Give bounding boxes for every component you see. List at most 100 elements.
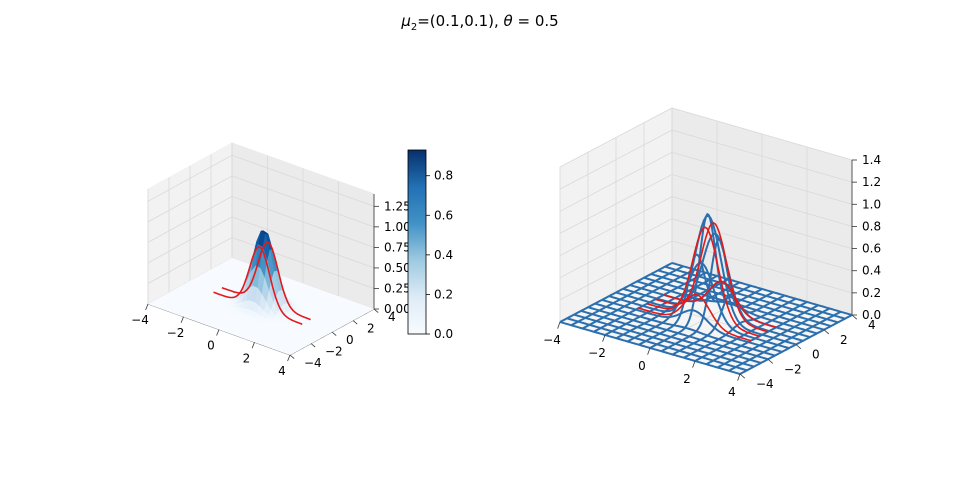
- x-tick-label: 4: [728, 385, 736, 399]
- x-tick-label: −2: [588, 346, 606, 360]
- y-tick-mark: [310, 343, 316, 348]
- overlay-curve: [638, 293, 752, 342]
- colorbar: 0.0 0.2 0.4 0.6 0.8: [407, 149, 453, 341]
- x-tick-mark: [557, 321, 561, 329]
- y-tick-mark: [823, 329, 830, 335]
- z-tick-label: 0.25: [384, 281, 411, 295]
- grid-line: [559, 107, 853, 168]
- x-tick-label: 2: [683, 372, 691, 386]
- colorbar-bar: [407, 149, 427, 335]
- surface-cell: [285, 351, 294, 356]
- x-tick-label: 0: [638, 359, 646, 373]
- y-tick-mark: [331, 331, 337, 336]
- y-tick-mark: [373, 308, 379, 313]
- grid-line: [559, 240, 853, 301]
- grid-line: [147, 175, 375, 228]
- y-tick-mark: [767, 358, 774, 364]
- grid-line: [559, 151, 853, 212]
- y-tick-label: 2: [840, 333, 848, 347]
- colorbar-tick-label: 0.2: [434, 287, 453, 301]
- wire-line: [660, 237, 774, 353]
- wire-line: [664, 265, 846, 320]
- title-theta: θ: [504, 12, 513, 30]
- grid-line: [559, 173, 853, 234]
- z-tick-label: 0.8: [862, 219, 881, 233]
- z-tick-label: 0.6: [862, 242, 881, 256]
- z-tick-label: 1.00: [384, 220, 411, 234]
- grid-line: [559, 129, 853, 190]
- x-tick-mark: [216, 329, 220, 336]
- x-tick-mark: [737, 373, 741, 381]
- overlay-curve: [663, 280, 777, 329]
- wire-line: [615, 214, 797, 346]
- overlay-curve: [655, 221, 769, 333]
- y-tick-mark: [851, 314, 858, 320]
- x-tick-mark: [145, 303, 149, 311]
- colorbar-tick-label: 0.6: [434, 208, 453, 222]
- grid-line: [147, 154, 375, 207]
- x-tick-label: 4: [278, 364, 286, 378]
- y-tick-label: 4: [388, 310, 396, 324]
- z-tick-label: 0.00: [384, 302, 411, 316]
- x-tick-mark: [180, 316, 184, 323]
- x-tick-label: −2: [167, 326, 185, 340]
- grid-line: [559, 196, 853, 256]
- y-tick-mark: [289, 354, 295, 359]
- z-tick-label: 0.75: [384, 240, 411, 254]
- grid-line: [147, 195, 375, 248]
- y-tick-mark: [795, 344, 802, 350]
- y-tick-label: 4: [868, 318, 876, 332]
- z-tick-label: 0.2: [862, 286, 881, 300]
- wire-line: [643, 276, 825, 331]
- overlay-curve: [646, 226, 760, 337]
- x-tick-label: 0: [207, 339, 215, 353]
- colorbar-tick-label: 0.4: [434, 248, 453, 262]
- y-tick-label: −4: [756, 377, 774, 391]
- overlay-curve: [213, 245, 303, 325]
- title-subscript: 2: [411, 22, 417, 33]
- x-tick-mark: [251, 342, 255, 349]
- y-tick-label: −4: [304, 356, 322, 370]
- x-tick-label: 2: [243, 351, 251, 365]
- wire-line: [622, 232, 804, 342]
- colorbar-tick-label: 0.8: [434, 169, 453, 183]
- y-tick-mark: [739, 373, 746, 379]
- overlay-curve: [221, 241, 311, 321]
- grid-line: [559, 218, 853, 279]
- x-tick-label: −4: [543, 333, 561, 347]
- x-tick-mark: [692, 360, 696, 368]
- wire-line: [717, 307, 830, 369]
- x-tick-label: −4: [131, 313, 149, 327]
- x-tick-mark: [647, 347, 651, 355]
- grid-line: [147, 237, 375, 289]
- title-mu: μ: [400, 12, 411, 30]
- wire-line: [683, 297, 797, 359]
- wire-line: [671, 262, 853, 316]
- z-tick-label: 1.25: [384, 199, 411, 213]
- x-tick-mark: [287, 354, 291, 362]
- overlay-curves: [213, 241, 311, 325]
- title-rest: = 0.5: [513, 12, 559, 30]
- overlay-curves: [638, 221, 777, 342]
- figure-title: μ2=(0.1,0.1), θ = 0.5: [400, 12, 558, 33]
- y-tick-label: 2: [367, 322, 375, 336]
- title-mid: =(0.1,0.1),: [417, 12, 503, 30]
- y-tick-label: −2: [325, 345, 343, 359]
- surface-mesh: [147, 230, 375, 356]
- z-tick-label: 1.2: [862, 175, 881, 189]
- wire-line: [650, 273, 832, 328]
- z-tick-label: 0.4: [862, 264, 881, 278]
- wire-line: [694, 301, 808, 362]
- wire-line: [728, 310, 842, 372]
- y-tick-mark: [352, 320, 358, 325]
- y-tick-label: 0: [346, 333, 354, 347]
- z-tick-label: 1.4: [862, 153, 881, 167]
- wire-line: [705, 304, 819, 366]
- z-tick-label: 0.50: [384, 261, 411, 275]
- grid-line: [147, 216, 375, 269]
- z-tick-label: 0.0: [862, 308, 881, 322]
- x-tick-mark: [602, 334, 606, 342]
